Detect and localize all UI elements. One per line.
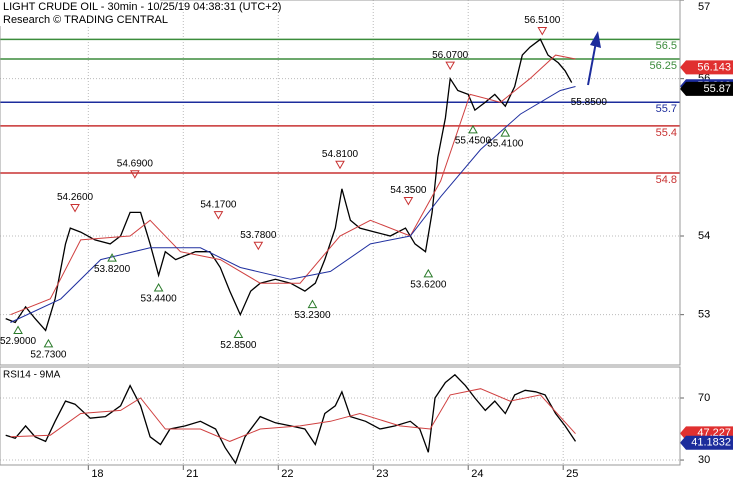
price-tag [680,81,733,96]
pivot-label: 54.3500 [390,185,427,196]
y-tick-label: 54 [698,230,710,242]
series-line [10,388,576,442]
price-panel-border [0,0,681,366]
price-tag [680,60,733,75]
header-bg [0,0,160,26]
price-tag-label: 55.87 [703,83,731,95]
level-label: 54.8 [656,174,677,186]
pivot-label: 54.2600 [57,192,94,203]
price-tag [680,435,733,450]
x-tick-label: 22 [281,468,293,480]
pivot-label: 53.4400 [141,294,178,305]
pivot-high-marker [445,61,456,71]
pivot-label: 53.6200 [410,280,447,291]
series-line [10,86,576,323]
pivot-label: 53.8200 [94,264,131,275]
pivot-low-marker [468,124,478,134]
x-tick-label: 23 [376,468,388,480]
pivot-low-marker [500,128,511,137]
trend-arrow [587,41,597,86]
series-line [5,373,577,465]
pivot-high-marker [253,241,264,251]
level-label: 55.4 [656,127,677,139]
pivot-label: 54.1700 [200,199,237,210]
pivot-high-marker [129,170,140,179]
pivot-label: 54.8100 [322,149,359,160]
pivot-low-marker [43,338,54,348]
pivot-label: 56.0700 [432,50,469,61]
pivot-label: 55.4500 [455,136,492,147]
level-label: 56.25 [649,60,677,72]
y-tick-label: 30 [698,454,710,466]
y-tick-label: 70 [698,392,710,404]
price-tag-label: 56.143 [697,61,731,73]
chart-source: Research © TRADING CENTRAL [3,14,168,26]
trend-arrowhead [590,31,601,48]
panel-title: RSI14 - 9MA [3,370,61,381]
pivot-high-marker [335,160,345,170]
x-tick-label: 24 [471,468,483,480]
pivot-low-marker [233,329,244,338]
pivot-label: 53.2300 [294,310,331,321]
pivot-high-marker [537,27,548,36]
pivot-low-marker [423,268,434,278]
level-label: 56.5 [656,40,677,52]
x-tick-label: 18 [91,468,103,480]
series-line [10,54,576,316]
x-tick-label: 21 [186,468,198,480]
y-tick-label: 53 [698,309,710,321]
pivot-high-marker [70,204,80,213]
pivot-label: 55.4100 [487,139,524,150]
pivot-high-marker [213,211,224,220]
pivot-label: 52.9000 [0,336,37,347]
rsi-panel-border [0,366,681,466]
pivot-high-marker [403,196,414,206]
level-label: 55.7 [656,103,677,115]
pivot-low-marker [107,253,117,262]
pivot-low-marker [307,299,318,309]
pivot-label: 52.7300 [30,350,67,361]
pivot-label: 52.8500 [220,340,257,351]
last-price-label: 55.8500 [571,97,608,108]
y-tick-label: 57 [698,1,710,13]
pivot-low-marker [13,325,23,335]
series-line [5,38,573,332]
pivot-label: 54.6900 [117,158,154,169]
pivot-label: 53.7800 [240,230,277,241]
pivot-label: 56.5100 [524,15,561,26]
x-tick-label: 25 [566,468,578,480]
price-tag-label: 41.1832 [691,437,731,449]
pivot-low-marker [153,283,164,292]
chart-title: LIGHT CRUDE OIL - 30min - 10/25/19 04:38… [3,1,281,13]
